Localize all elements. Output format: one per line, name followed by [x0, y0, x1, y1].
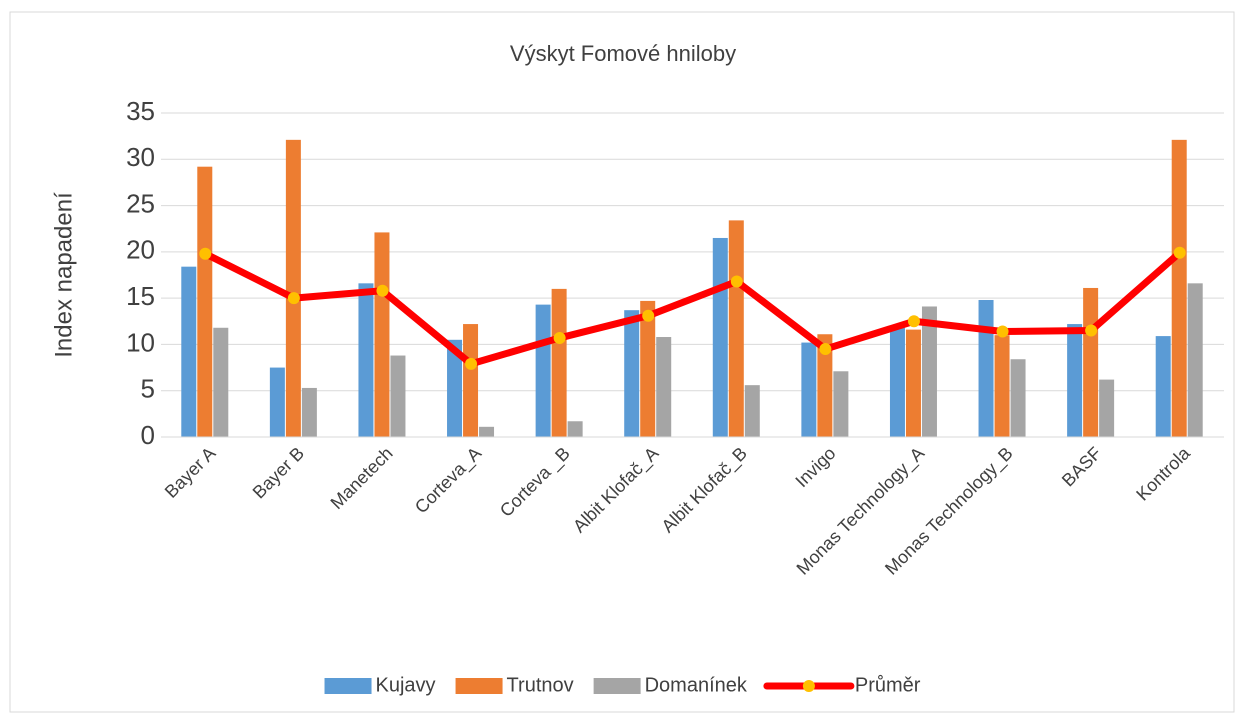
bar [1067, 324, 1083, 437]
bar [269, 367, 285, 437]
y-tick-label: 20 [126, 235, 155, 265]
bar [656, 337, 672, 437]
y-tick-label: 15 [126, 281, 155, 311]
legend-swatch [324, 678, 372, 694]
bar [567, 421, 583, 437]
line-marker [819, 343, 832, 356]
bar [1155, 336, 1171, 437]
line-marker [642, 309, 655, 322]
bar [213, 327, 229, 437]
bar [285, 139, 301, 438]
bar [358, 283, 374, 437]
line-marker [199, 247, 212, 260]
y-tick-label: 30 [126, 142, 155, 172]
line-marker [1085, 324, 1098, 337]
legend-label: Kujavy [376, 674, 436, 696]
bar [479, 426, 495, 437]
y-tick-label: 5 [141, 374, 155, 404]
bar [801, 342, 817, 437]
line-marker [553, 331, 566, 344]
legend: Kujavy Trutnov Domanínek Průměr [324, 674, 921, 696]
bar [374, 232, 390, 437]
legend-swatch [593, 678, 641, 694]
bar [301, 387, 317, 437]
line-marker [730, 275, 743, 288]
line-marker [376, 284, 389, 297]
bar [1083, 287, 1099, 437]
bar [905, 329, 921, 437]
bar [390, 355, 406, 437]
bar [1099, 379, 1115, 437]
line-marker [996, 325, 1009, 338]
legend-label: Trutnov [507, 674, 574, 696]
bar [551, 288, 567, 437]
bar [921, 306, 937, 437]
bar [1010, 359, 1026, 437]
legend-label: Průměr [855, 674, 921, 696]
bar [833, 371, 849, 437]
chart-title: Výskyt Fomové hniloby [510, 41, 736, 66]
bar [889, 327, 905, 437]
line-marker [287, 292, 300, 305]
bar [744, 385, 760, 437]
line [203, 250, 1183, 368]
legend-swatch [455, 678, 503, 694]
bar [1171, 139, 1187, 438]
bar [817, 334, 833, 437]
bar [463, 324, 479, 437]
bar [624, 310, 640, 437]
bar [978, 299, 994, 437]
bar [1187, 283, 1203, 437]
y-tick-label: 35 [126, 96, 155, 126]
bar [181, 266, 197, 437]
y-tick-label: 10 [126, 327, 155, 357]
y-tick-label: 25 [126, 188, 155, 218]
line-marker [465, 357, 478, 370]
line-marker [907, 315, 920, 328]
bar [197, 166, 213, 438]
bar [994, 335, 1010, 437]
bar [712, 237, 728, 437]
bar [447, 339, 463, 437]
bar [728, 220, 744, 437]
legend-marker [802, 680, 815, 692]
y-axis-title: Index napadení [50, 192, 77, 358]
bar [535, 304, 551, 437]
line-marker [1173, 246, 1186, 259]
bar [640, 300, 656, 437]
legend-label: Domanínek [645, 674, 748, 696]
y-tick-label: 0 [141, 420, 155, 450]
